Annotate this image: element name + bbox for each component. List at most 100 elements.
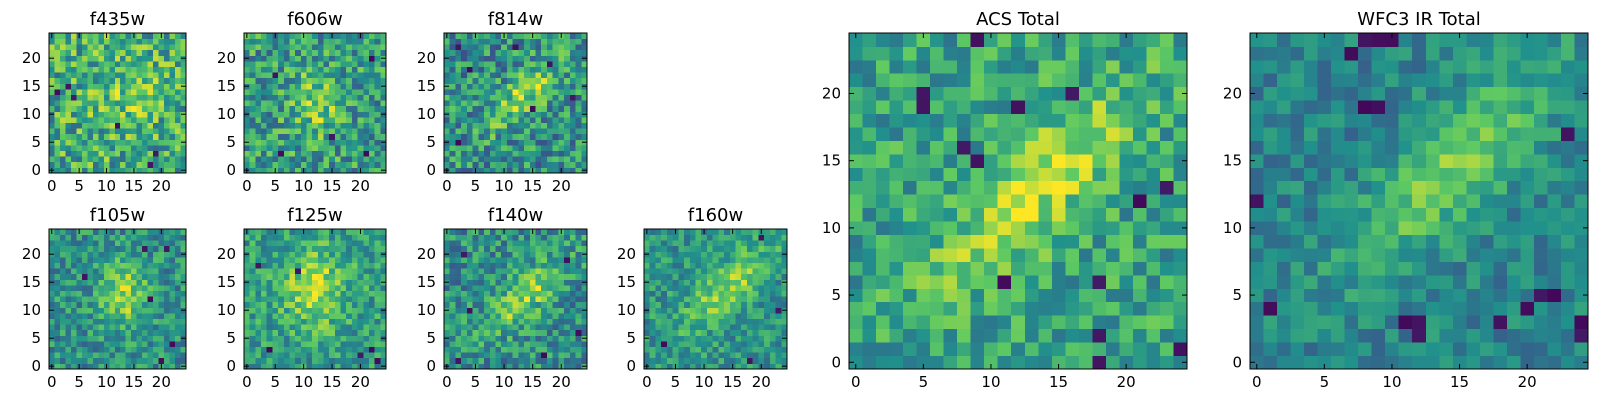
heatmap-cell	[300, 117, 307, 123]
heatmap-cell	[131, 324, 138, 331]
heatmap-cell	[312, 324, 319, 331]
heatmap-cell	[558, 111, 565, 118]
heatmap-cell	[775, 251, 782, 258]
heatmap-cell	[120, 49, 127, 56]
heatmap-cell	[541, 167, 548, 174]
heatmap-cell	[125, 301, 132, 308]
heatmap-cell	[131, 156, 138, 163]
heatmap-cell	[970, 261, 985, 276]
heatmap-cell	[518, 251, 525, 258]
heatmap-cell	[103, 38, 110, 45]
heatmap-cell	[92, 49, 99, 56]
heatmap-cell	[1051, 167, 1066, 182]
heatmap-cell	[346, 72, 353, 79]
heatmap-cell	[340, 307, 347, 314]
heatmap-cell	[512, 72, 519, 79]
heatmap-cell	[678, 346, 685, 353]
heatmap-cell	[558, 346, 565, 353]
heatmap-cell	[678, 273, 685, 280]
heatmap-cell	[564, 167, 571, 174]
heatmap-cell	[1011, 194, 1026, 209]
heatmap-cell	[351, 307, 358, 314]
heatmap-cell	[363, 122, 370, 129]
heatmap-cell	[380, 273, 387, 280]
heatmap-cell	[76, 139, 83, 146]
heatmap-cell	[752, 251, 759, 258]
heatmap-cell	[684, 285, 691, 291]
heatmap-cell	[120, 329, 127, 336]
heatmap-cell	[136, 156, 143, 163]
heatmap-cell	[501, 335, 508, 342]
heatmap-cell	[666, 285, 673, 291]
heatmap-cell	[346, 49, 353, 56]
heatmap-cell	[472, 44, 479, 51]
heatmap-cell	[87, 262, 94, 269]
heatmap-cell	[76, 44, 83, 51]
heatmap-cell	[153, 72, 159, 79]
heatmap-cell	[54, 100, 61, 107]
heatmap-cell	[306, 346, 313, 353]
heatmap-cell	[272, 77, 279, 84]
heatmap-cell	[506, 352, 514, 359]
heatmap-cell	[695, 357, 702, 364]
heatmap-cell	[758, 313, 765, 319]
heatmap-cell	[489, 313, 496, 319]
heatmap-cell	[729, 290, 736, 297]
y-tick-label: 5	[31, 133, 41, 151]
heatmap-cell	[278, 262, 285, 269]
heatmap-cell	[649, 346, 656, 353]
x-tick-label: 0	[47, 373, 57, 391]
heatmap-cell	[666, 352, 673, 359]
heatmap-cell	[541, 268, 548, 275]
heatmap-cell	[484, 38, 491, 45]
heatmap-cell	[249, 117, 256, 123]
heatmap-cell	[943, 167, 958, 182]
heatmap-cell	[512, 161, 519, 168]
heatmap-cell	[109, 72, 116, 79]
heatmap-cell	[512, 262, 519, 269]
heatmap-cell	[334, 279, 341, 286]
heatmap-cell	[346, 229, 353, 235]
heatmap-cell	[164, 117, 170, 123]
heatmap-cell	[701, 251, 708, 258]
heatmap-cell	[125, 133, 132, 140]
heatmap-cell	[103, 139, 110, 146]
heatmap-cell	[546, 335, 554, 342]
heatmap-cell	[535, 133, 542, 140]
heatmap-cell	[524, 139, 531, 146]
heatmap-cell	[244, 94, 251, 101]
heatmap-cell	[59, 268, 66, 275]
heatmap-cell	[340, 111, 347, 118]
heatmap-cell	[59, 100, 66, 107]
heatmap-cell	[758, 307, 765, 314]
heatmap-cell	[535, 296, 542, 303]
heatmap-cell	[489, 268, 496, 275]
heatmap-cell	[374, 301, 381, 308]
heatmap-cell	[478, 296, 485, 303]
heatmap-cell	[1011, 167, 1026, 182]
heatmap-cell	[278, 363, 285, 370]
heatmap-cell	[678, 324, 685, 331]
heatmap-cell	[466, 335, 473, 342]
heatmap-cell	[1119, 194, 1134, 209]
heatmap-cell	[455, 240, 462, 247]
heatmap-cell	[295, 285, 302, 291]
heatmap-cell	[368, 128, 376, 135]
heatmap-cell	[278, 341, 285, 347]
heatmap-cell	[501, 251, 508, 258]
heatmap-cell	[889, 180, 904, 195]
heatmap-cell	[729, 329, 736, 336]
heatmap-cell	[472, 245, 479, 252]
heatmap-cell	[581, 44, 588, 51]
heatmap-cell	[581, 268, 588, 275]
heatmap-cell	[1011, 207, 1026, 222]
heatmap-cell	[644, 257, 651, 263]
heatmap-cell	[278, 167, 285, 174]
heatmap-cell	[695, 363, 702, 370]
heatmap-cell	[506, 150, 514, 157]
heatmap-cell	[300, 307, 307, 314]
heatmap-cell	[501, 49, 508, 56]
heatmap-cell	[346, 363, 353, 370]
heatmap-cell	[158, 66, 165, 73]
heatmap-cell	[746, 245, 754, 252]
